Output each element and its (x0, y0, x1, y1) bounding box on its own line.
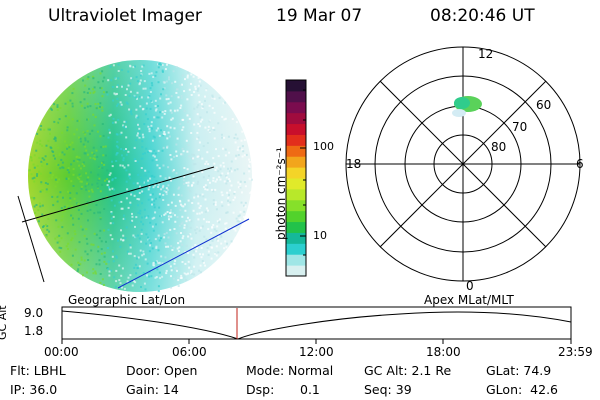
colorbar-band (286, 243, 306, 255)
polar-lat-60: 60 (536, 98, 552, 112)
polar-label-12: 12 (478, 47, 494, 61)
colorbar-band (286, 145, 306, 157)
colorbar-band (286, 210, 306, 223)
geo-track-line (21, 166, 215, 223)
colorbar-tick-10: 10 (313, 229, 327, 242)
colorbar-band (286, 156, 306, 168)
terminator-line (117, 218, 250, 289)
polar-diagonal-2 (379, 80, 547, 248)
timeline-x-tick-2: 12:00 (299, 345, 334, 359)
timeline-y-tick-min: 1.8 (24, 324, 44, 338)
colorbar-band (286, 80, 306, 92)
polar-label-6: 6 (576, 157, 584, 171)
instrument-title: Ultraviolet Imager (48, 6, 202, 26)
colorbar-band (286, 232, 306, 244)
image-noise (28, 62, 253, 293)
polar-label-18: 18 (346, 157, 362, 171)
colorbar-band (286, 101, 306, 114)
limb-line (17, 195, 45, 283)
ip-info: IP: 36.0 (10, 382, 58, 397)
aurora-blob (452, 96, 482, 117)
mode-label: Mode: (246, 363, 285, 378)
polar-lat-70: 70 (512, 120, 528, 134)
timeline-right-title: Apex MLat/MLT (424, 293, 514, 307)
filter-info: Flt: LBHL (10, 363, 66, 378)
colorbar-gradient (286, 80, 306, 277)
timeline-x-tick-1: 06:00 (172, 345, 207, 359)
colorbar-band (286, 188, 306, 201)
date-label: 19 Mar 07 (276, 6, 363, 26)
dsp-value: 0.1 (300, 382, 320, 397)
colorbar-band (286, 90, 306, 103)
timeline-y-tick-max: 9.0 (24, 306, 44, 320)
timeline-x-tick-4: 23:59 (558, 345, 593, 359)
timeline-x-tick-0: 00:00 (44, 345, 79, 359)
colorbar-band (286, 112, 306, 125)
polar-lat-80: 80 (491, 140, 507, 154)
gc-alt-info: GC Alt: 2.1 Re (364, 363, 452, 378)
colorbar-band (286, 167, 306, 179)
gain-info: Gain: 14 (126, 382, 179, 397)
glat-info: GLat: 74.9 (486, 363, 552, 378)
colorbar-band (286, 199, 306, 212)
polar-label-0: 0 (466, 279, 474, 293)
dsp-label: Dsp: (246, 382, 275, 397)
colorbar-band (286, 221, 306, 233)
mode-value: Normal (288, 363, 334, 378)
colorbar-tick-100: 100 (313, 140, 334, 153)
colorbar-band (286, 123, 306, 135)
timeline-left-title: Geographic Lat/Lon (68, 293, 186, 307)
colorbar-band (286, 265, 306, 277)
timeline-x-tick-3: 18:00 (426, 345, 461, 359)
time-label: 08:20:46 UT (430, 6, 535, 26)
seq-info: Seq: 39 (364, 382, 412, 397)
colorbar-band (286, 254, 306, 266)
door-info: Door: Open (126, 363, 198, 378)
altitude-curve (61, 310, 572, 340)
colorbar-band (286, 134, 306, 146)
glon-info: GLon: 42.6 (486, 382, 558, 397)
colorbar-band (286, 178, 306, 190)
